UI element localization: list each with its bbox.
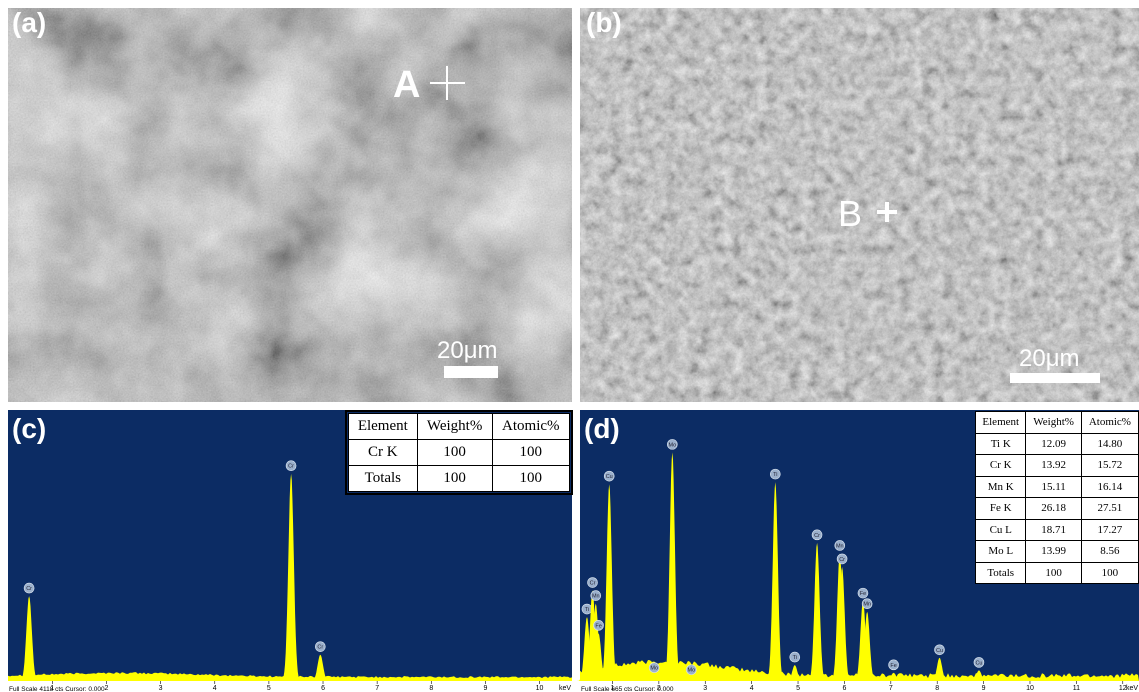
panel-label: (d)	[584, 413, 620, 444]
peak-label: Cu	[606, 474, 613, 480]
table-cell: Mo L	[976, 541, 1026, 563]
x-axis-label: keV	[1126, 685, 1138, 692]
x-tick-label: 10	[1026, 685, 1034, 692]
table-cell: 18.71	[1026, 519, 1081, 541]
x-tick-label: 8	[429, 685, 433, 692]
footer: Full Scale 665 cts Cursor: 0.000	[581, 686, 674, 692]
table-cell: 14.80	[1081, 433, 1138, 455]
table-cell: 100	[417, 466, 492, 492]
table-cell: 100	[492, 440, 569, 466]
point-label: A	[393, 64, 420, 106]
table-header: ElementWeight%Atomic%	[976, 412, 1139, 434]
table-cell: Totals	[349, 466, 418, 492]
x-tick-label: 9	[483, 685, 487, 692]
x-tick-label: 8	[935, 685, 939, 692]
table-cell: 100	[417, 440, 492, 466]
table-cell: 100	[492, 466, 569, 492]
x-tick-label: 4	[750, 685, 754, 692]
x-tick-label: 7	[375, 685, 379, 692]
x-tick-label: 9	[982, 685, 986, 692]
table-cell: Ti K	[976, 433, 1026, 455]
peak-label: Mn	[863, 602, 871, 608]
peak-label: Mo	[650, 666, 658, 672]
table-cell: Totals	[976, 562, 1026, 584]
x-tick-label: 4	[213, 685, 217, 692]
panel-label: (c)	[12, 413, 46, 444]
peak-label: Cu	[936, 648, 943, 654]
table-cell: Element	[976, 412, 1026, 434]
peak-label: Ti	[793, 655, 797, 661]
table-cell: 15.11	[1026, 476, 1081, 498]
table-cell: 8.56	[1081, 541, 1138, 563]
x-axis-label: keV	[559, 685, 571, 692]
figure: (a) A 20μm (b) B 20μm CrCrCr12345678910k…	[0, 0, 1139, 692]
footer: Full Scale 4118 cts Cursor: 0.000	[9, 686, 105, 692]
table-row: Cu L18.7117.27	[976, 519, 1139, 541]
x-tick-label: 5	[796, 685, 800, 692]
table-row: Cr K13.9215.72	[976, 455, 1139, 477]
table-cell: Element	[349, 414, 418, 440]
table-cell: 100	[1026, 562, 1081, 584]
table-cell: Cr K	[349, 440, 418, 466]
peak-label: Cr	[317, 645, 323, 651]
table-row: Mo L13.998.56	[976, 541, 1139, 563]
peak-label: Cr	[839, 557, 845, 563]
table-cell: 15.72	[1081, 455, 1138, 477]
peak-label: Fe	[595, 623, 601, 629]
peak-label: Fe	[890, 663, 896, 669]
table-cell: 12.09	[1026, 433, 1081, 455]
peak-label: Mo	[688, 668, 696, 674]
x-tick-label: 5	[267, 685, 271, 692]
table-cell: Cu L	[976, 519, 1026, 541]
table-cell: 13.99	[1026, 541, 1081, 563]
table-cell: Weight%	[417, 414, 492, 440]
peak-label: Ti	[773, 472, 777, 478]
peak-label: Cu	[975, 660, 982, 666]
peak-label: Mn	[836, 543, 844, 549]
scale-bar-label: 20μm	[1019, 345, 1080, 372]
table-cell: Weight%	[1026, 412, 1081, 434]
x-tick-label: 6	[321, 685, 325, 692]
table-cell: 100	[1081, 562, 1138, 584]
figure-canvas: (a) A 20μm (b) B 20μm CrCrCr12345678910k…	[0, 0, 1139, 692]
table-cell: 26.18	[1026, 498, 1081, 520]
peak-label: Ti	[585, 607, 589, 613]
table-cell: 13.92	[1026, 455, 1081, 477]
peak-label: Mo	[668, 442, 676, 448]
panel-label: (b)	[586, 7, 622, 38]
table-cell: Cr K	[976, 455, 1026, 477]
table-cell: Atomic%	[492, 414, 569, 440]
point-label: B	[838, 193, 862, 234]
x-tick-label: 3	[159, 685, 163, 692]
peak-label: Mn	[592, 594, 600, 600]
peak-label: Cr	[26, 586, 32, 592]
composition-table: ElementWeight%Atomic%Ti K12.0914.80Cr K1…	[975, 411, 1139, 584]
x-tick-label: 11	[1073, 685, 1080, 692]
table-row: Fe K26.1827.51	[976, 498, 1139, 520]
x-tick-label: 2	[105, 685, 109, 692]
peak-label: Cr	[814, 533, 820, 539]
peak-label: Cr	[590, 581, 596, 587]
x-tick-label: 3	[703, 685, 707, 692]
peak-label: Cr	[288, 464, 294, 470]
peak-label: Fe	[860, 591, 866, 597]
table-cell: Mn K	[976, 476, 1026, 498]
table-cell: Atomic%	[1081, 412, 1138, 434]
table-cell: 16.14	[1081, 476, 1138, 498]
table-cell: Fe K	[976, 498, 1026, 520]
x-tick-label: 6	[842, 685, 846, 692]
x-tick-label: 7	[889, 685, 893, 692]
table-cell: 27.51	[1081, 498, 1138, 520]
panel-label: (a)	[12, 7, 46, 38]
scale-bar-label: 20μm	[437, 337, 498, 364]
table-cell: 17.27	[1081, 519, 1138, 541]
x-tick-label: 10	[536, 685, 544, 692]
